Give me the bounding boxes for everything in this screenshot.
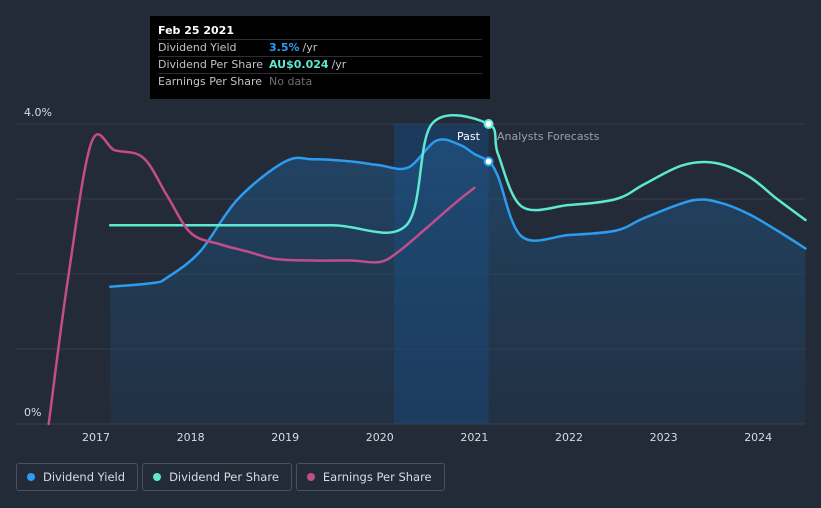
earnings-per-share-line: [47, 133, 476, 426]
tooltip-label: Dividend Per Share: [158, 58, 264, 71]
tooltip-value: AU$0.024: [269, 58, 329, 71]
x-tick-label: 2021: [460, 431, 488, 444]
legend-dot-icon: [27, 473, 35, 481]
tooltip-label: Dividend Yield: [158, 41, 237, 54]
legend-earnings-per-share[interactable]: Earnings Per Share: [295, 463, 445, 491]
y-tick-label-bottom: 0%: [24, 406, 41, 419]
past-label: Past: [457, 130, 481, 143]
dividend-yield-marker: [483, 156, 494, 167]
legend-dividend-per-share[interactable]: Dividend Per Share: [142, 463, 292, 491]
x-tick-label: 2020: [366, 431, 394, 444]
legend-label: Dividend Yield: [43, 470, 126, 484]
dividend-per-share-line: [108, 114, 807, 234]
tooltip-value: 3.5%: [269, 41, 300, 54]
tooltip-date: Feb 25 2021: [158, 24, 234, 37]
tooltip-label: Earnings Per Share: [158, 75, 263, 88]
forecast-label: Analysts Forecasts: [497, 130, 600, 143]
tooltip-value: No data: [269, 75, 313, 88]
tooltip-unit: /yr: [302, 41, 318, 54]
tooltip-row-earnings-per-share: Earnings Per Share No data: [158, 73, 482, 90]
hover-tooltip: Feb 25 2021 Dividend Yield 3.5% /yr Divi…: [150, 16, 490, 99]
legend-dividend-yield[interactable]: Dividend Yield: [16, 463, 139, 491]
chart-legend: Dividend Yield Dividend Per Share Earnin…: [16, 463, 445, 491]
x-tick-label: 2022: [555, 431, 583, 444]
x-tick-label: 2023: [650, 431, 678, 444]
tooltip-row-dividend-per-share: Dividend Per Share AU$0.024 /yr: [158, 56, 482, 73]
x-tick-label: 2018: [177, 431, 205, 444]
tooltip-unit: /yr: [331, 58, 347, 71]
x-tick-label: 2024: [744, 431, 772, 444]
legend-dot-icon: [306, 473, 315, 481]
tooltip-row-dividend-yield: Dividend Yield 3.5% /yr: [158, 39, 482, 56]
x-tick-label: 2019: [271, 431, 299, 444]
dividend-yield-line: [108, 138, 807, 289]
y-tick-label-top: 4.0%: [24, 106, 52, 119]
legend-label: Dividend Per Share: [169, 470, 279, 484]
x-tick-label: 2017: [82, 431, 110, 444]
legend-label: Earnings Per Share: [322, 470, 432, 484]
dividend-per-share-marker: [483, 119, 494, 129]
dividend-yield-area: [110, 139, 806, 424]
legend-dot-icon: [153, 473, 162, 481]
